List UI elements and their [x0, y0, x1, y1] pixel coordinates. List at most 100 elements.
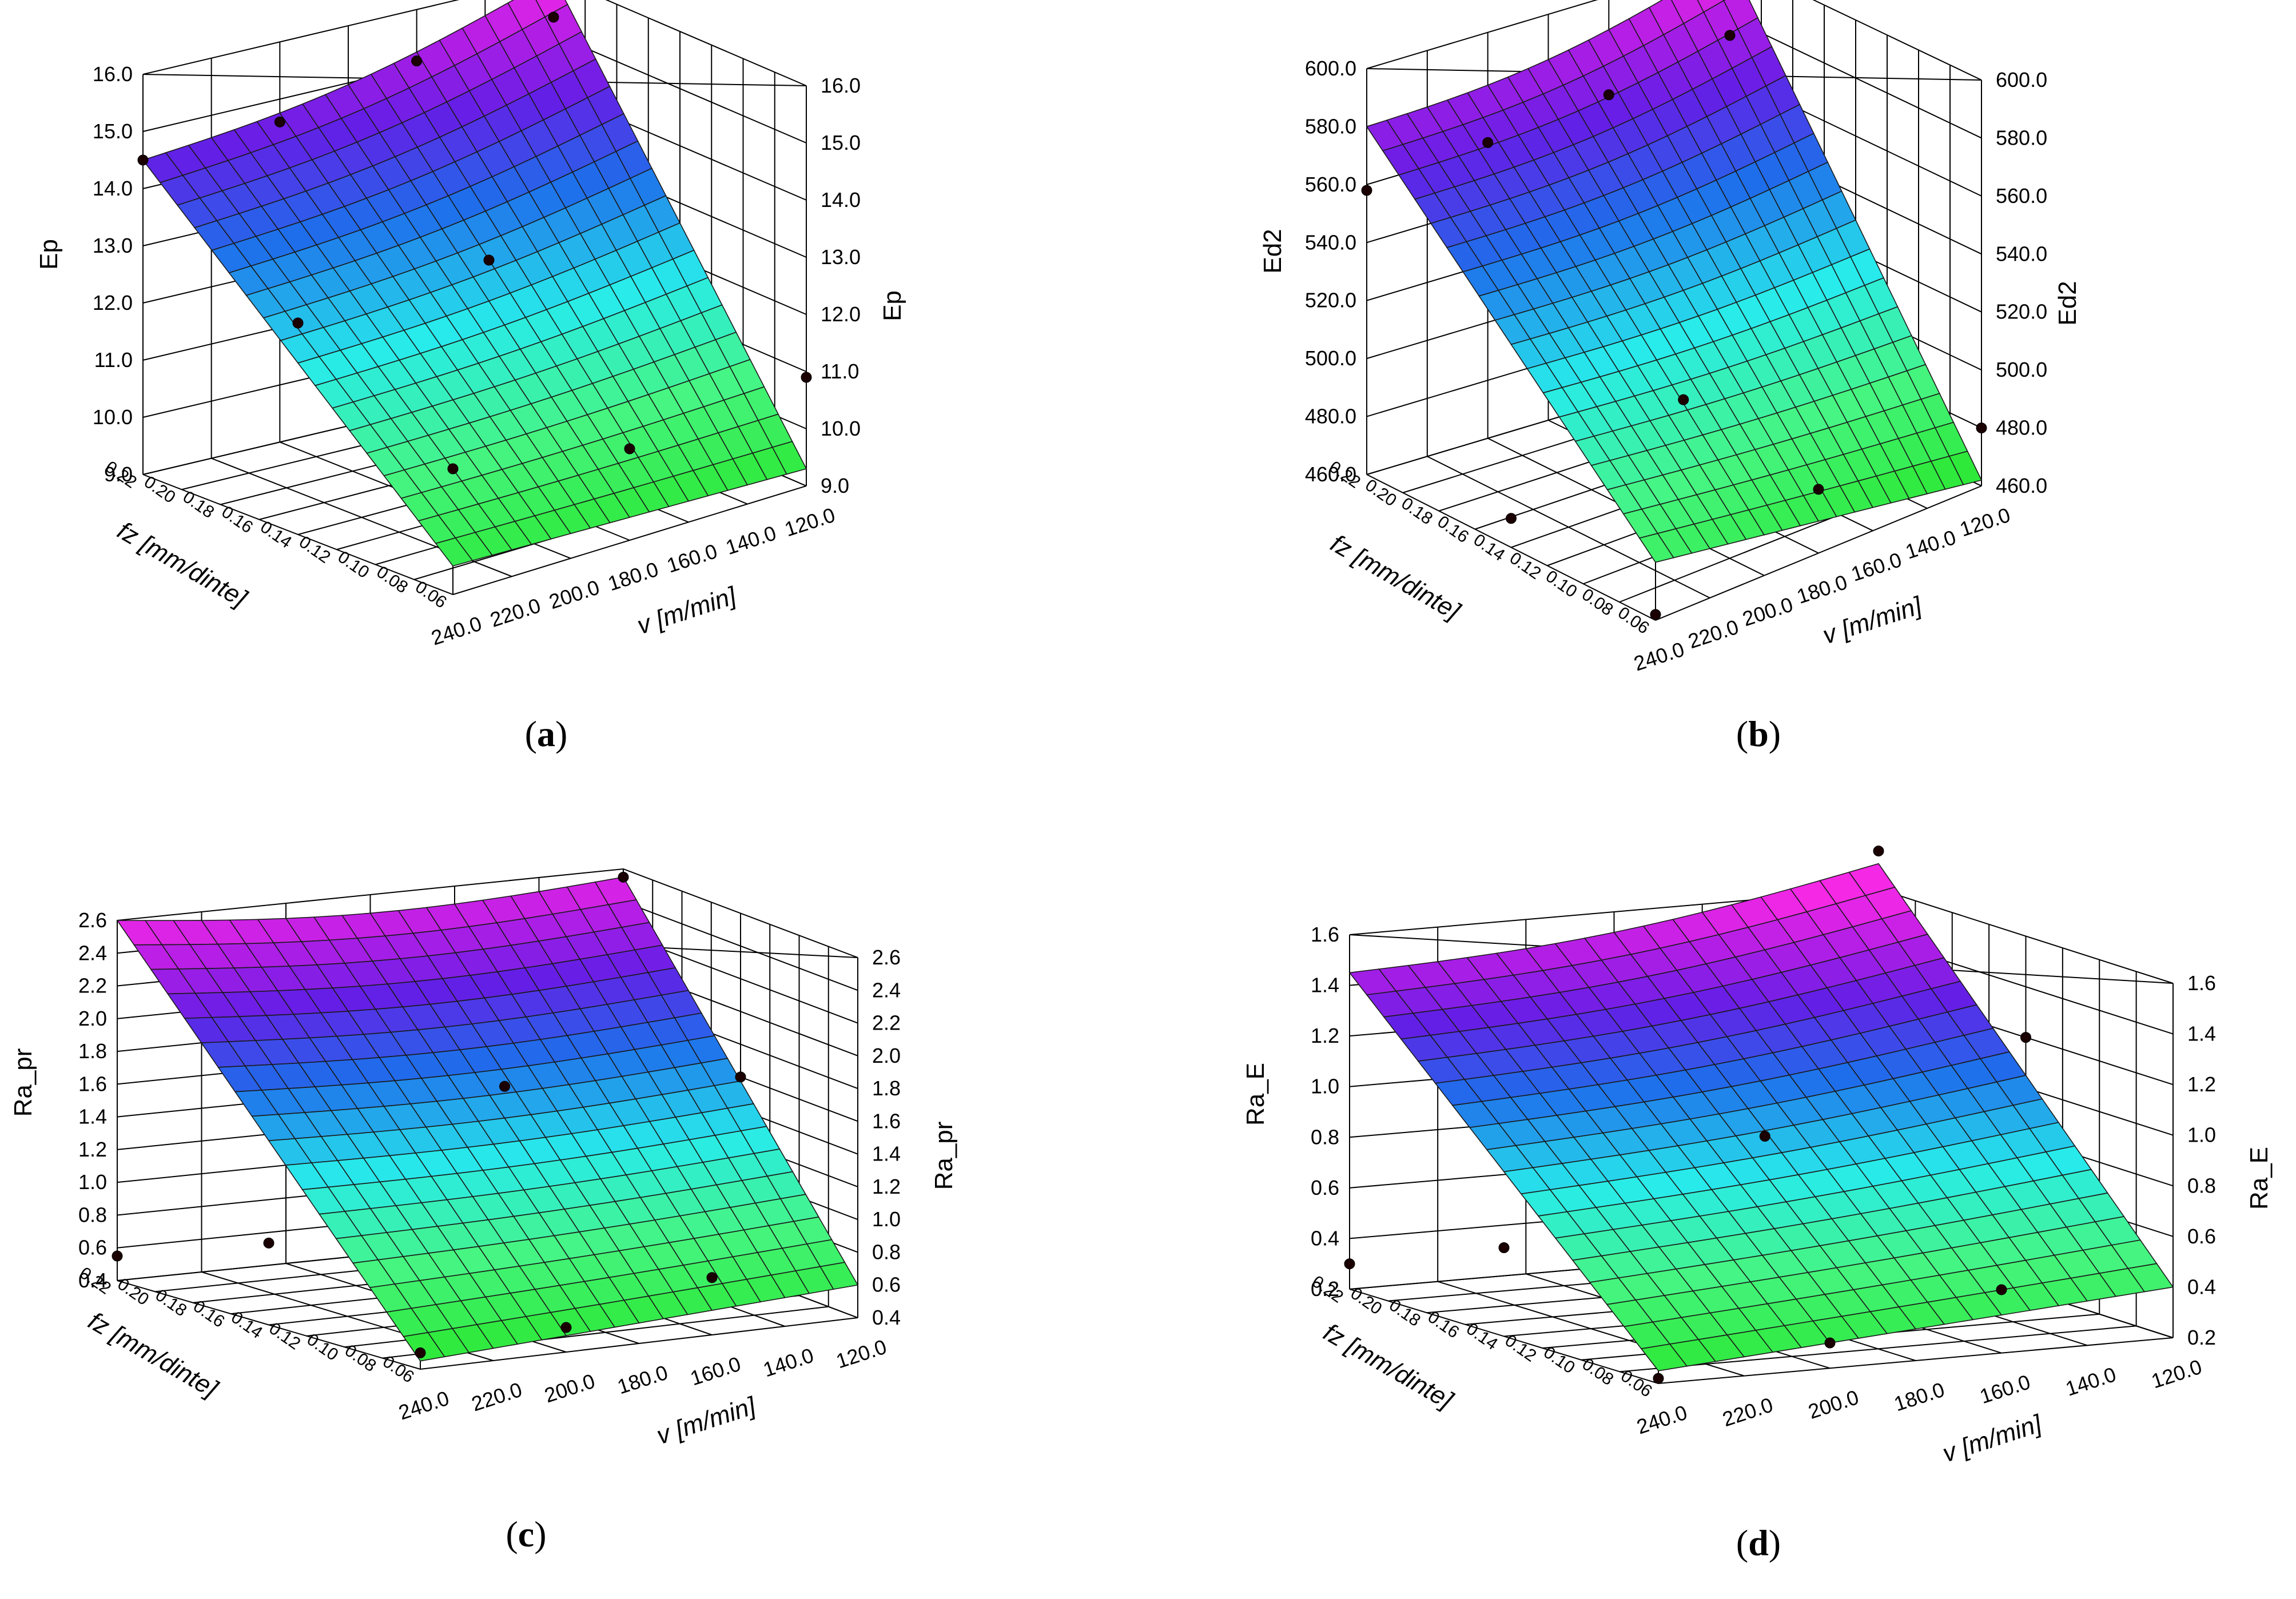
z-tick-label: 2.0	[78, 1007, 107, 1030]
z-tick-label: 10.0	[93, 405, 133, 429]
y-tick-label: 0.14	[257, 517, 295, 552]
y-tick-label: 0.20	[141, 472, 179, 507]
gridline	[1655, 485, 1982, 621]
x-tick-label: 140.0	[723, 521, 779, 559]
z-tick-label: 1.0	[872, 1207, 901, 1231]
data-points	[1361, 30, 1987, 620]
x-tick-label: 220.0	[1720, 1393, 1776, 1431]
z-tick-label: 600.0	[1305, 57, 1356, 80]
z-tick-label: 480.0	[1305, 405, 1356, 428]
z-tick-label: 0.2	[1311, 1277, 1339, 1301]
y-tick-label: 0.06	[412, 577, 450, 612]
z-tick-label: 460.0	[1996, 474, 2047, 497]
x-tick-label: 160.0	[1977, 1370, 2033, 1408]
data-point	[1813, 484, 1824, 495]
z-tick-label: 10.0	[821, 417, 861, 440]
z-tick-label: 15.0	[93, 119, 133, 143]
z-tick-label: 13.0	[821, 245, 861, 269]
z-tick-label: 0.6	[2187, 1225, 2216, 1248]
z-tick-label: 0.6	[1311, 1176, 1339, 1199]
x-tick-label: 200.0	[546, 575, 602, 613]
z-tick-label: 14.0	[821, 188, 861, 212]
z-tick-label: 13.0	[93, 234, 133, 257]
z-tick-label: 540.0	[1305, 230, 1356, 254]
x-tick-label: 200.0	[542, 1369, 598, 1407]
data-point	[499, 1080, 510, 1092]
z-tick-label: 0.8	[2187, 1174, 2216, 1197]
z-tick-label: 1.2	[1311, 1024, 1339, 1047]
y-axis-title: fz [mm/dinte]	[113, 516, 252, 613]
z-tick-label: 540.0	[1996, 242, 2047, 265]
data-point	[1873, 846, 1884, 857]
panel-caption: (d)	[1736, 1522, 1781, 1563]
z-tick-label: 600.0	[1996, 68, 2047, 91]
y-tick-label: 0.12	[1506, 549, 1545, 584]
data-point	[1650, 609, 1661, 620]
data-point	[735, 1071, 746, 1083]
z-tick-label: 9.0	[821, 474, 849, 497]
z-tick-label: 1.2	[872, 1175, 901, 1198]
x-tick-label: 120.0	[782, 503, 838, 541]
z-tick-label: 1.6	[78, 1072, 107, 1095]
z-tick-label: 0.6	[78, 1236, 107, 1259]
y-tick-label: 0.10	[335, 548, 373, 583]
data-point	[1976, 422, 1987, 434]
z-tick-label: 0.6	[872, 1273, 901, 1297]
z-tick-label: 2.0	[872, 1044, 901, 1067]
data-point	[1724, 30, 1736, 41]
data-points	[137, 11, 812, 474]
x-tick-label: 240.0	[1634, 1401, 1690, 1439]
x-tick-label: 220.0	[468, 1378, 524, 1416]
chart-panel: 0.2 0.2 0.4 0.4 0.6 0.6 0.8 0.8 1.0 1.0 1.2 1.2 1.4 1…	[1241, 846, 2273, 1563]
z-tick-label: 500.0	[1996, 358, 2047, 381]
data-point	[483, 254, 495, 266]
z-tick-label: 11.0	[821, 360, 859, 383]
z-tick-label: 1.2	[78, 1138, 107, 1161]
data-point	[548, 11, 559, 23]
z-tick-label: 0.2	[2187, 1326, 2216, 1349]
z-axis-title: Ra_pr	[9, 1048, 37, 1117]
y-axis-title: fz [mm/dinte]	[1319, 1318, 1458, 1415]
x-tick-label: 240.0	[396, 1386, 452, 1425]
z-tick-label: 1.0	[78, 1170, 107, 1194]
chart-panel: 9.0 9.0 10.0 10.0 11.0 11.0 12.0 12.0 13.0 13.0 14…	[35, 0, 906, 754]
y-tick-label: 0.12	[296, 532, 334, 567]
x-tick-label: 200.0	[1740, 592, 1796, 631]
data-point	[560, 1322, 572, 1333]
chart-panel: 0.4 0.4 0.6 0.6 0.8 0.8 1.0 1.0 1.2 1.2 1.4 1.4 1.6 1…	[9, 868, 958, 1554]
z-tick-label: 500.0	[1305, 346, 1356, 370]
y-tick-label: 0.16	[218, 503, 256, 537]
x-axis-title: v [m/min]	[634, 581, 741, 640]
x-axis-title: v [m/min]	[653, 1391, 760, 1450]
z-tick-label: 580.0	[1996, 126, 2047, 149]
z-tick-label: 1.4	[2187, 1022, 2216, 1046]
data-point	[624, 443, 635, 454]
data-point	[2020, 1032, 2031, 1043]
chart-panel: 460.0 460.0 480.0 480.0 500.0 500.0 520.0 520.0…	[1259, 0, 2082, 754]
z-tick-label: 0.4	[872, 1306, 901, 1329]
z-tick-label: 2.6	[872, 946, 901, 969]
surface-patch	[819, 1262, 859, 1290]
y-tick-label: 0.10	[1542, 567, 1581, 601]
data-point	[263, 1237, 274, 1249]
z-tick-label: 15.0	[821, 131, 861, 154]
gridline	[420, 1317, 858, 1370]
z-tick-label: 2.2	[872, 1011, 901, 1035]
y-tick-label: 0.06	[1614, 603, 1653, 638]
y-tick-label: 0.14	[1470, 531, 1509, 565]
z-tick-label: 0.8	[1311, 1125, 1339, 1149]
panel-caption: (c)	[506, 1514, 546, 1554]
z-tick-label: 520.0	[1996, 300, 2047, 324]
z-axis-title: Ra_pr	[930, 1122, 958, 1190]
z-tick-label: 2.6	[78, 908, 107, 932]
z-tick-label: 1.8	[872, 1076, 901, 1100]
z-tick-label: 11.0	[94, 348, 133, 372]
data-point	[1678, 394, 1689, 405]
x-tick-label: 120.0	[2148, 1355, 2205, 1393]
surface-patch	[2127, 1263, 2174, 1293]
x-tick-label: 180.0	[1891, 1378, 1947, 1416]
data-point	[1824, 1337, 1836, 1349]
y-tick-label: 0.08	[1578, 585, 1617, 620]
z-axis-title: Ra_E	[2245, 1147, 2273, 1210]
z-tick-label: 12.0	[821, 302, 861, 326]
